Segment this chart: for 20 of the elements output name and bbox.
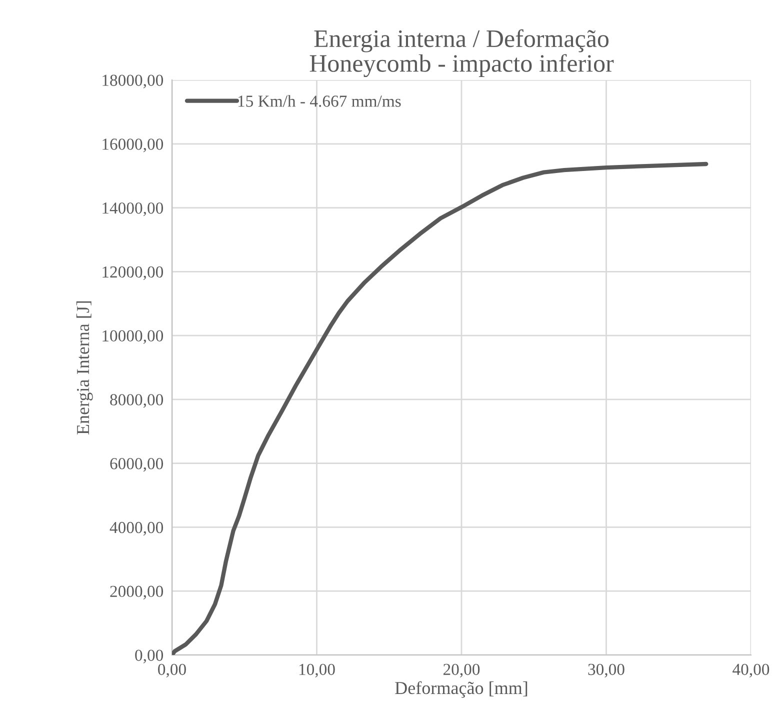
y-tick-label: 2000,00 xyxy=(110,586,164,600)
y-tick-label: 14000,00 xyxy=(102,202,164,216)
y-tick-label: 0,00 xyxy=(135,650,164,664)
line-series xyxy=(172,162,708,655)
x-tick-label: 30,00 xyxy=(588,664,624,678)
x-tick-label: 20,00 xyxy=(443,664,480,678)
y-tick-label: 18000,00 xyxy=(102,74,164,88)
chart-title: Energia interna / Deformação Honeycomb - impacto inferior xyxy=(310,29,614,78)
x-tick-label: 0,00 xyxy=(158,664,186,678)
x-tick-label: 40,00 xyxy=(732,664,770,678)
y-tick-label: 4000,00 xyxy=(110,522,164,536)
y-tick-label: 16000,00 xyxy=(102,138,164,152)
y-tick-label: 8000,00 xyxy=(110,394,164,408)
y-tick-label: 6000,00 xyxy=(110,458,164,472)
legend-label: 15 Km/h - 4.667 mm/ms xyxy=(238,95,401,107)
y-tick-label: 12000,00 xyxy=(102,266,164,280)
y-tick-label: 10000,00 xyxy=(102,330,164,344)
x-tick-label: 10,00 xyxy=(299,664,335,678)
y-axis-title: Energia Interna [J] xyxy=(76,301,93,434)
x-axis-title: Deformação [mm] xyxy=(395,681,528,698)
